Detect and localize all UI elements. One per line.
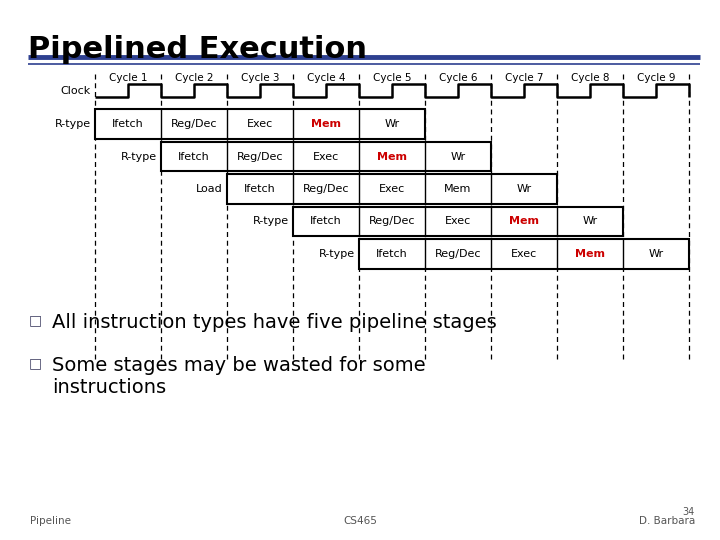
- Text: Reg/Dec: Reg/Dec: [435, 249, 481, 259]
- Text: Cycle 6: Cycle 6: [438, 73, 477, 83]
- Text: Reg/Dec: Reg/Dec: [171, 119, 217, 129]
- Text: Exec: Exec: [313, 152, 339, 161]
- Text: Cycle 3: Cycle 3: [240, 73, 279, 83]
- Text: Cycle 5: Cycle 5: [373, 73, 411, 83]
- Text: Mem: Mem: [377, 152, 407, 161]
- Text: Exec: Exec: [511, 249, 537, 259]
- Text: 34: 34: [683, 507, 695, 517]
- Text: Cycle 1: Cycle 1: [109, 73, 148, 83]
- Text: D. Barbara: D. Barbara: [639, 516, 695, 526]
- Text: □: □: [29, 356, 42, 370]
- Text: R-type: R-type: [55, 119, 91, 129]
- Text: Mem: Mem: [311, 119, 341, 129]
- Text: Cycle 9: Cycle 9: [636, 73, 675, 83]
- Text: Exec: Exec: [247, 119, 273, 129]
- Text: Reg/Dec: Reg/Dec: [237, 152, 283, 161]
- Bar: [293, 207, 623, 237]
- Text: Ifetch: Ifetch: [310, 217, 342, 226]
- Bar: [161, 142, 491, 172]
- Text: R-type: R-type: [319, 249, 355, 259]
- Text: Mem: Mem: [444, 184, 472, 194]
- Text: R-type: R-type: [253, 217, 289, 226]
- Text: Cycle 2: Cycle 2: [175, 73, 213, 83]
- Text: Ifetch: Ifetch: [376, 249, 408, 259]
- Text: CS465: CS465: [343, 516, 377, 526]
- Text: Mem: Mem: [575, 249, 605, 259]
- Text: Wr: Wr: [384, 119, 400, 129]
- Text: Reg/Dec: Reg/Dec: [302, 184, 349, 194]
- Text: Wr: Wr: [516, 184, 531, 194]
- Bar: [95, 109, 425, 139]
- Text: Pipelined Execution: Pipelined Execution: [28, 35, 367, 64]
- Text: Load: Load: [197, 184, 223, 194]
- Text: Some stages may be wasted for some
instructions: Some stages may be wasted for some instr…: [52, 356, 426, 397]
- Text: Pipeline: Pipeline: [30, 516, 71, 526]
- Text: Ifetch: Ifetch: [112, 119, 144, 129]
- Text: Wr: Wr: [582, 217, 598, 226]
- Text: Ifetch: Ifetch: [244, 184, 276, 194]
- Text: Wr: Wr: [451, 152, 466, 161]
- Text: Mem: Mem: [509, 217, 539, 226]
- Text: Exec: Exec: [379, 184, 405, 194]
- Text: Cycle 8: Cycle 8: [571, 73, 609, 83]
- Text: Reg/Dec: Reg/Dec: [369, 217, 415, 226]
- Text: Wr: Wr: [649, 249, 664, 259]
- Text: Exec: Exec: [445, 217, 471, 226]
- Bar: [359, 239, 689, 269]
- Text: Cycle 4: Cycle 4: [307, 73, 346, 83]
- Text: R-type: R-type: [121, 152, 157, 161]
- Text: All instruction types have five pipeline stages: All instruction types have five pipeline…: [52, 313, 497, 332]
- Text: Clock: Clock: [60, 86, 91, 96]
- Text: Ifetch: Ifetch: [178, 152, 210, 161]
- Bar: [227, 174, 557, 204]
- Text: Cycle 7: Cycle 7: [505, 73, 544, 83]
- Text: □: □: [29, 313, 42, 327]
